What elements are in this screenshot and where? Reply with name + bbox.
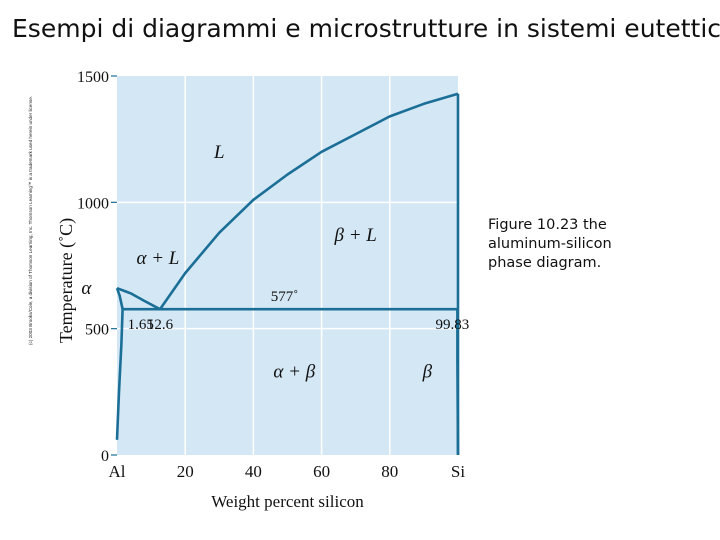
composition-label: 12.6 bbox=[147, 317, 174, 333]
x-tick-label: Si bbox=[451, 462, 465, 481]
y-tick-label: 1500 bbox=[77, 69, 109, 86]
composition-label: 577˚ bbox=[271, 289, 299, 305]
x-tick-label: Al bbox=[109, 462, 126, 481]
slide-title: Esempi di diagrammi e microstrutture in … bbox=[12, 14, 720, 43]
axis-ticks: 0 500 1000 1500 Al 20 40 60 80 Si bbox=[77, 69, 465, 481]
phase-boundary-line bbox=[115, 287, 124, 310]
y-axis-label: Temperature (˚C) bbox=[56, 218, 77, 343]
phase-boundaries bbox=[115, 92, 460, 456]
plot-area bbox=[117, 76, 458, 455]
figure-caption: Figure 10.23 the aluminum-silicon phase … bbox=[488, 217, 612, 271]
region-label: α + L bbox=[136, 248, 179, 269]
x-tick-label: 80 bbox=[381, 462, 398, 481]
y-tick-label: 1000 bbox=[77, 195, 109, 212]
y-tick-label: 500 bbox=[85, 322, 109, 339]
region-label: α bbox=[81, 278, 92, 299]
phase-boundary-line bbox=[116, 286, 161, 311]
grid bbox=[117, 76, 458, 455]
y-tick-label: 0 bbox=[101, 448, 109, 465]
x-axis-label: Weight percent silicon bbox=[211, 492, 364, 511]
composition-label: 99.83 bbox=[436, 317, 470, 333]
region-label: β bbox=[422, 362, 433, 383]
composition-label: 1.65 bbox=[128, 317, 154, 333]
x-tick-label: 60 bbox=[313, 462, 330, 481]
x-tick-label: 20 bbox=[177, 462, 194, 481]
region-label: L bbox=[213, 142, 225, 163]
region-label: α + β bbox=[273, 362, 315, 383]
region-label: β + L bbox=[334, 225, 377, 246]
phase-boundary-line bbox=[115, 309, 124, 440]
phase-boundary-line bbox=[158, 92, 459, 310]
x-tick-label: 40 bbox=[245, 462, 262, 481]
